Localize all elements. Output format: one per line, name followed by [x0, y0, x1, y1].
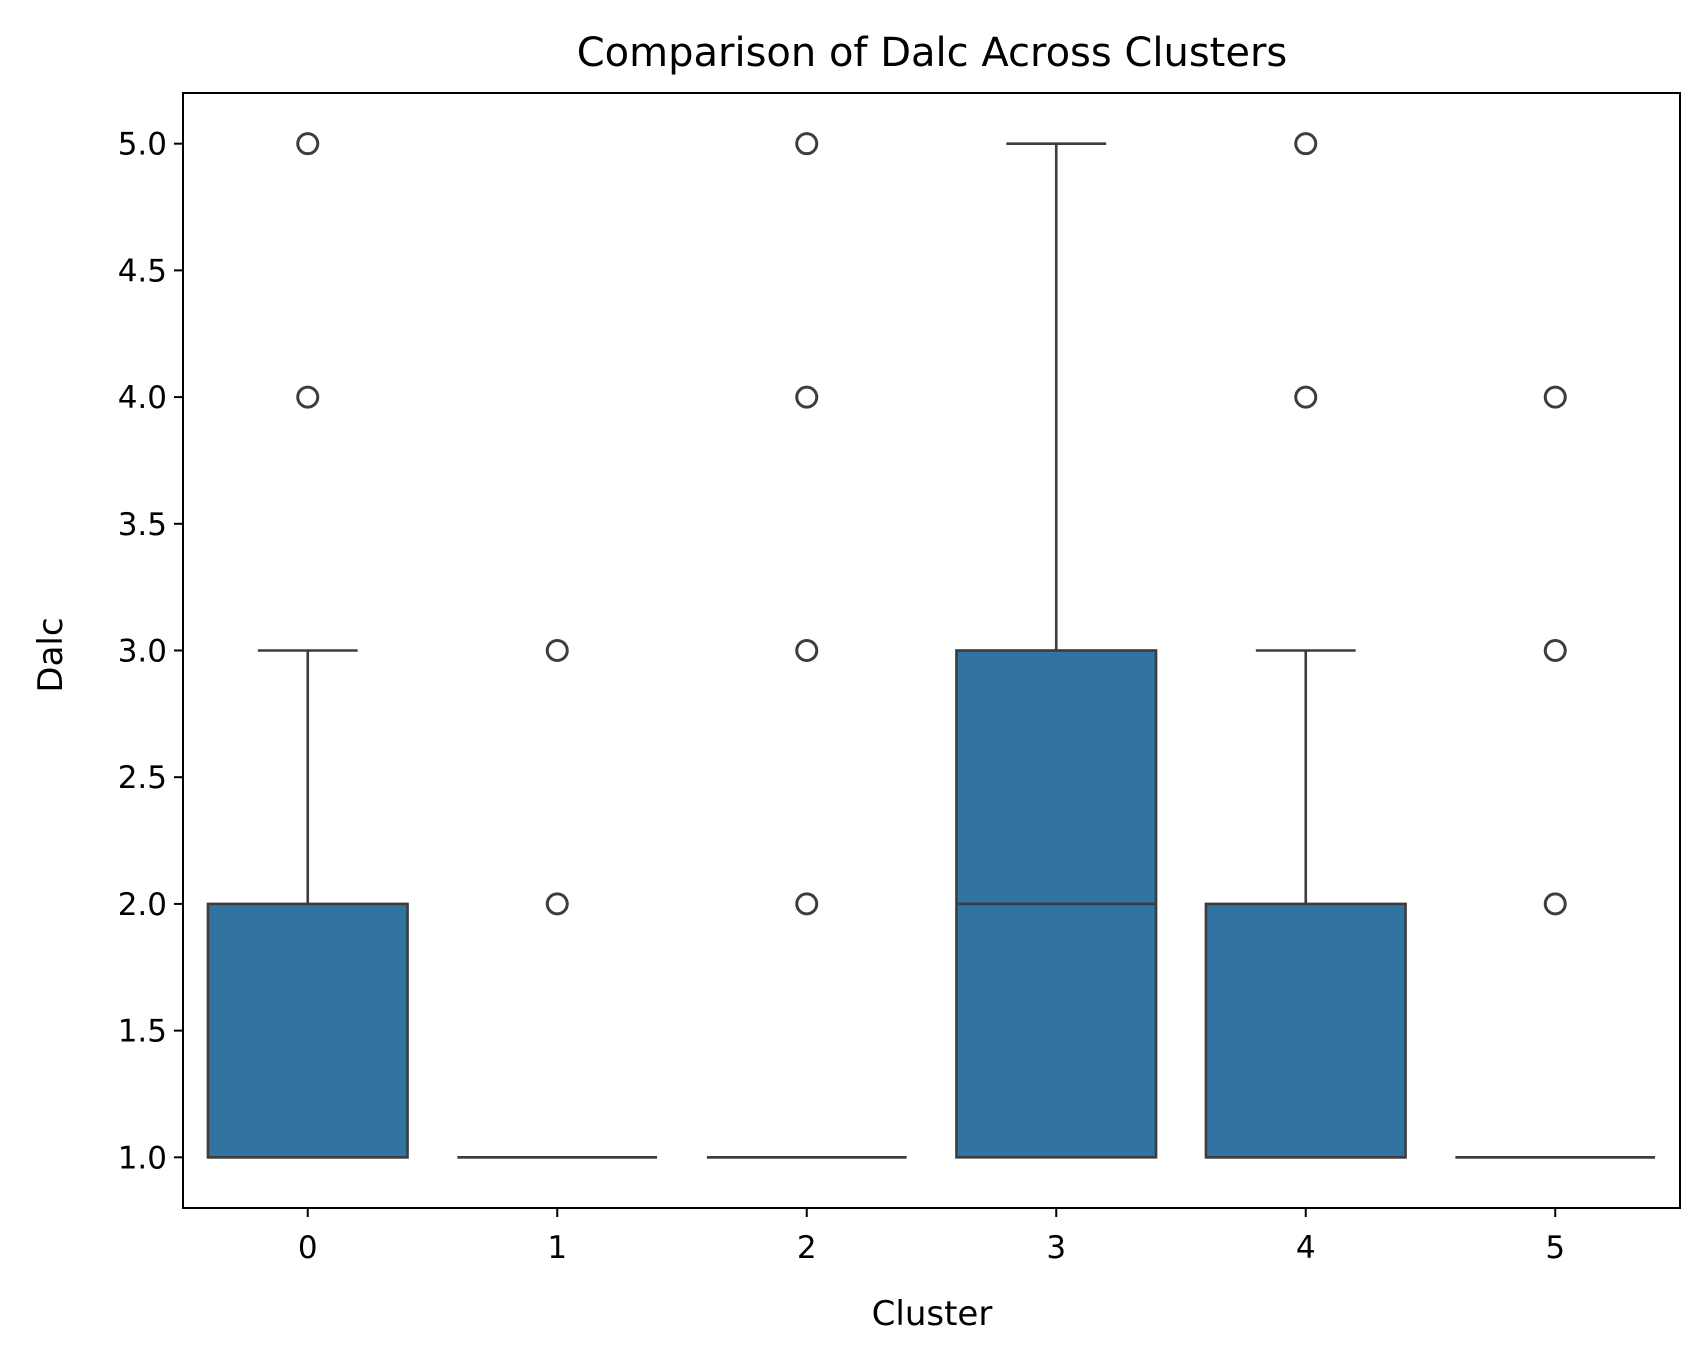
- y-tick-label: 2.0: [118, 887, 167, 923]
- box-group-0: [206, 132, 409, 1159]
- x-tick-label: 5: [1545, 1230, 1565, 1266]
- outlier-point: [1543, 385, 1567, 409]
- outlier-point: [296, 132, 320, 156]
- x-axis-label: Cluster: [872, 1294, 993, 1334]
- outlier-point: [1543, 892, 1567, 916]
- outlier-point: [795, 892, 819, 916]
- box-group-3: [955, 142, 1158, 1159]
- outlier-point: [795, 639, 819, 662]
- y-tick-label: 3.5: [118, 507, 167, 543]
- box-group-2: [706, 132, 907, 1159]
- outlier-point: [296, 385, 320, 409]
- outlier-point: [1543, 639, 1567, 662]
- x-tick-label: 1: [547, 1230, 567, 1266]
- plot-area: [206, 132, 1656, 1159]
- x-tick-label: 3: [1046, 1230, 1066, 1266]
- y-tick-label: 4.5: [118, 253, 167, 289]
- y-axis-label: Dalc: [31, 617, 71, 692]
- box-group-5: [1455, 385, 1656, 1159]
- y-tick-label: 4.0: [118, 380, 167, 416]
- outlier-point: [1294, 132, 1318, 156]
- y-tick-label: 1.5: [118, 1014, 167, 1050]
- box-group-4: [1204, 132, 1407, 1159]
- y-tick-label: 1.0: [118, 1140, 167, 1176]
- box-iqr: [206, 902, 409, 1159]
- y-tick-label: 3.0: [118, 634, 167, 670]
- y-tick-label: 2.5: [118, 760, 167, 796]
- chart-title: Comparison of Dalc Across Clusters: [577, 30, 1288, 76]
- outlier-point: [1294, 385, 1318, 409]
- x-tick-label: 2: [797, 1230, 817, 1266]
- x-tick-label: 4: [1296, 1230, 1316, 1266]
- box-group-1: [457, 639, 658, 1159]
- x-tick-label: 0: [298, 1230, 318, 1266]
- y-tick-label: 5.0: [118, 127, 167, 163]
- outlier-point: [795, 385, 819, 409]
- outlier-point: [795, 132, 819, 156]
- axes-ticks: 1.0 1.5 2.0 2.5 3.0 3.5 4.0 4.5 5.0 0 1 2 3 4 5: [118, 127, 1565, 1266]
- outlier-point: [545, 639, 569, 662]
- outlier-point: [545, 892, 569, 916]
- box-iqr: [1204, 902, 1407, 1159]
